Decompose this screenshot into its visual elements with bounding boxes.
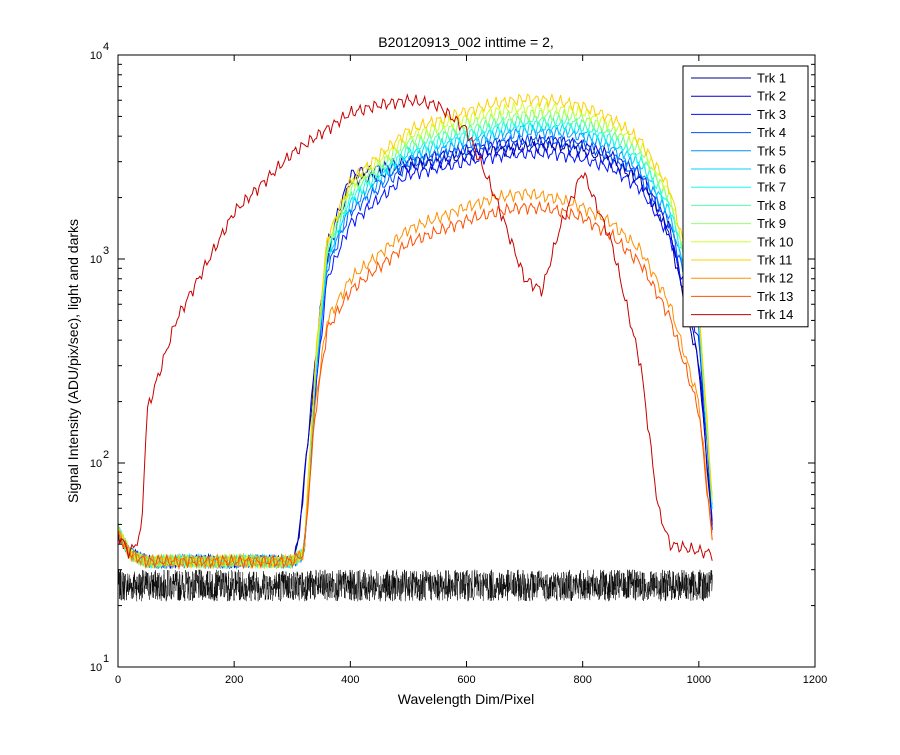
- y-tick-exponent: 3: [103, 245, 109, 257]
- y-tick-label: 10: [90, 50, 102, 62]
- series-line-12: [117, 188, 713, 570]
- legend-entry: Trk 11: [757, 253, 792, 268]
- y-tick-label: 10: [90, 458, 102, 470]
- legend-entry: Trk 6: [757, 162, 786, 177]
- legend-entry: Trk 4: [757, 125, 786, 140]
- y-axis-label: Signal Intensity (ADU/pix/sec), light an…: [65, 219, 81, 503]
- y-tick-exponent: 2: [103, 449, 109, 461]
- legend-entry: Trk 1: [757, 71, 786, 86]
- series-line-9: [117, 107, 713, 569]
- legend-entry: Trk 9: [757, 216, 786, 231]
- legend-entry: Trk 2: [757, 89, 786, 104]
- series-line-11: [117, 93, 713, 570]
- series-layer: [117, 93, 713, 570]
- x-tick-label: 800: [573, 674, 591, 686]
- y-tick-label: 10: [90, 254, 102, 266]
- legend-entry: Trk 8: [757, 198, 786, 213]
- series-line-13: [117, 200, 713, 570]
- chart-title: B20120913_002 inttime = 2,: [378, 34, 554, 50]
- legend-entry: Trk 10: [757, 234, 793, 249]
- legend-entry: Trk 7: [757, 180, 786, 195]
- x-tick-label: 200: [225, 674, 243, 686]
- dark-frames-layer: [117, 569, 713, 602]
- series-line-14: [117, 93, 713, 561]
- x-tick-label: 1000: [687, 674, 711, 686]
- x-axis-label: Wavelength Dim/Pixel: [398, 691, 534, 707]
- legend-entry: Trk 3: [757, 107, 786, 122]
- x-tick-label: 400: [341, 674, 359, 686]
- legend-entry: Trk 5: [757, 143, 786, 158]
- x-tick-label: 600: [457, 674, 475, 686]
- legend-entry: Trk 13: [757, 289, 793, 304]
- x-tick-label: 0: [115, 674, 121, 686]
- legend-entry: Trk 14: [757, 307, 793, 322]
- dark-frames-noise: [117, 569, 713, 602]
- y-tick-exponent: 4: [103, 41, 109, 53]
- legend: Trk 1 Trk 2 Trk 3 Trk 4 Trk 5 Trk 6 Trk 7 Trk 8…: [682, 65, 809, 328]
- legend-box: [682, 65, 809, 328]
- y-tick-exponent: 1: [103, 653, 109, 665]
- series-line-10: [117, 100, 713, 570]
- x-tick-label: 1200: [803, 674, 827, 686]
- legend-entry: Trk 12: [757, 271, 793, 286]
- y-tick-label: 10: [90, 662, 102, 674]
